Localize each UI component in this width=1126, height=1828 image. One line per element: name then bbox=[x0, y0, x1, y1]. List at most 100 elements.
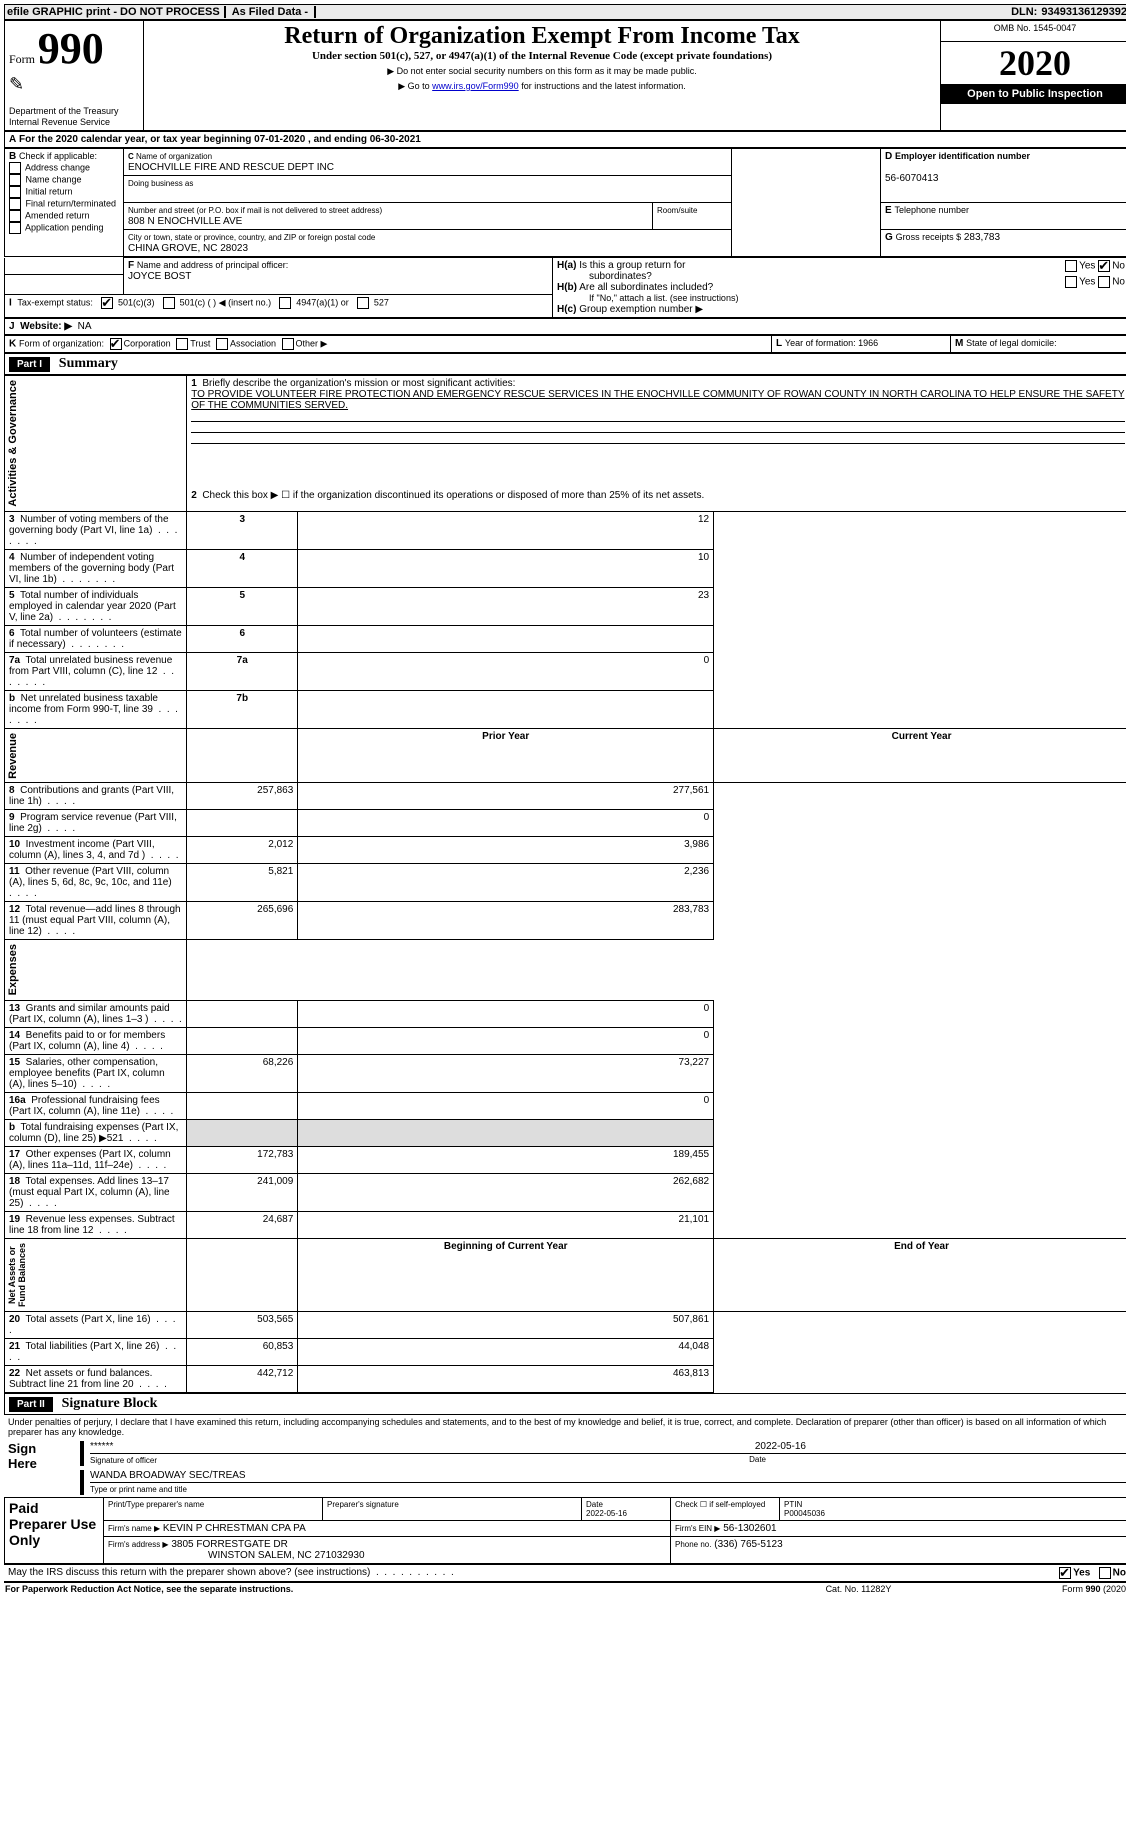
part2-header: Part II Signature Block bbox=[4, 1393, 1126, 1415]
section-ag: Activities & Governance bbox=[5, 376, 21, 511]
rowj-title: Website: ▶ bbox=[20, 321, 72, 332]
firm-addr: 3805 FORRESTGATE DR bbox=[171, 1539, 288, 1550]
form-sub2: ▶ Do not enter social security numbers o… bbox=[148, 66, 936, 77]
label-d: D bbox=[885, 151, 892, 162]
prior-year-hdr: Prior Year bbox=[298, 728, 714, 783]
sig-stars: ****** bbox=[90, 1441, 113, 1452]
firm-city: WINSTON SALEM, NC 271032930 bbox=[208, 1550, 365, 1561]
501c-checkbox[interactable] bbox=[163, 297, 175, 309]
rowA-end: 06-30-2021 bbox=[370, 134, 421, 145]
row-klm: K Form of organization: Corporation Trus… bbox=[4, 335, 1126, 353]
room-label: Room/suite bbox=[657, 206, 697, 215]
dba-label: Doing business as bbox=[128, 179, 193, 188]
form-title: Return of Organization Exempt From Incom… bbox=[148, 23, 936, 50]
money-line: 13 Grants and similar amounts paid (Part… bbox=[5, 1000, 1126, 1027]
527-checkbox[interactable] bbox=[357, 297, 369, 309]
boxb-item: Amended return bbox=[9, 210, 119, 222]
boxb-item: Name change bbox=[9, 174, 119, 186]
label-m: M bbox=[955, 338, 963, 349]
money-line: 14 Benefits paid to or for members (Part… bbox=[5, 1027, 1126, 1054]
form-number: 990 bbox=[38, 24, 104, 73]
money-line: 16a Professional fundraising fees (Part … bbox=[5, 1092, 1126, 1119]
part1-header: Part I Summary bbox=[4, 353, 1126, 375]
opt-other: Other ▶ bbox=[296, 339, 328, 349]
eoy-hdr: End of Year bbox=[714, 1238, 1126, 1311]
rowA-mid: , and ending bbox=[308, 134, 370, 145]
opt-corp: Corporation bbox=[124, 339, 171, 349]
discuss-yes-checkbox[interactable] bbox=[1059, 1567, 1071, 1579]
street-value: 808 N ENOCHVILLE AVE bbox=[128, 216, 242, 227]
name-title-label: Type or print name and title bbox=[90, 1485, 187, 1494]
ha-text: Is this a group return for bbox=[579, 260, 685, 271]
pra-notice: For Paperwork Reduction Act Notice, see … bbox=[4, 1582, 769, 1595]
omb-number: OMB No. 1545-0047 bbox=[941, 21, 1126, 42]
label-g: G bbox=[885, 232, 893, 243]
box-b: B Check if applicable: Address change Na… bbox=[5, 149, 124, 257]
discuss-row: May the IRS discuss this return with the… bbox=[4, 1564, 1126, 1582]
officer-name-title: WANDA BROADWAY SEC/TREAS bbox=[90, 1470, 246, 1481]
boxg-title: Gross receipts $ bbox=[896, 232, 962, 242]
hb-yes-checkbox[interactable] bbox=[1065, 276, 1077, 288]
sig-date: 2022-05-16 bbox=[755, 1441, 806, 1452]
paid-preparer-label: Paid Preparer Use Only bbox=[5, 1497, 104, 1563]
sign-here-block: Sign Here ****** 2022-05-16 Signature of… bbox=[4, 1439, 1126, 1497]
hb-note: If "No," attach a list. (see instruction… bbox=[589, 293, 738, 303]
hdr-date: Date bbox=[586, 1500, 603, 1509]
ag-line: 5 Total number of individuals employed i… bbox=[5, 587, 1126, 625]
topbar: efile GRAPHIC print - DO NOT PROCESS As … bbox=[4, 4, 1126, 20]
ha-yes-checkbox[interactable] bbox=[1065, 260, 1077, 272]
open-to-public: Open to Public Inspection bbox=[941, 84, 1126, 104]
corp-checkbox[interactable] bbox=[110, 338, 122, 350]
money-line: 18 Total expenses. Add lines 13–17 (must… bbox=[5, 1173, 1126, 1211]
ha-no-checkbox[interactable] bbox=[1098, 260, 1110, 272]
discuss-text: May the IRS discuss this return with the… bbox=[8, 1567, 370, 1578]
rowA-begin: 07-01-2020 bbox=[254, 134, 305, 145]
discuss-no: No bbox=[1113, 1567, 1126, 1578]
ag-line: b Net unrelated business taxable income … bbox=[5, 690, 1126, 728]
dln-value: 93493136129392 bbox=[1041, 6, 1126, 18]
ag-line: 6 Total number of volunteers (estimate i… bbox=[5, 625, 1126, 652]
other-checkbox[interactable] bbox=[282, 338, 294, 350]
street-label: Number and street (or P.O. box if mail i… bbox=[128, 206, 382, 215]
irs-link[interactable]: www.irs.gov/Form990 bbox=[432, 81, 519, 91]
l1-text: Briefly describe the organization's miss… bbox=[202, 378, 515, 389]
current-year-hdr: Current Year bbox=[714, 728, 1126, 783]
boxb-item: Final return/terminated bbox=[9, 198, 119, 210]
row-a: A For the 2020 calendar year, or tax yea… bbox=[4, 131, 1126, 148]
ha-text2: subordinates? bbox=[589, 271, 652, 282]
trust-checkbox[interactable] bbox=[176, 338, 188, 350]
assoc-checkbox[interactable] bbox=[216, 338, 228, 350]
form-label: Form bbox=[9, 52, 35, 66]
hb-text: Are all subordinates included? bbox=[579, 282, 713, 293]
website-value: NA bbox=[78, 321, 92, 332]
rowA-pre: For the 2020 calendar year, or tax year … bbox=[19, 134, 254, 145]
opt-assoc: Association bbox=[230, 339, 276, 349]
opt-501c: 501(c) ( ) ◀ (insert no.) bbox=[180, 297, 271, 307]
perjury-declaration: Under penalties of perjury, I declare th… bbox=[4, 1415, 1126, 1439]
ha-no: No bbox=[1112, 261, 1125, 272]
opt-527: 527 bbox=[374, 297, 389, 307]
l1-num: 1 bbox=[191, 378, 197, 389]
part1-label: Part I bbox=[9, 357, 50, 372]
gross-receipts: 283,783 bbox=[964, 232, 1000, 243]
form-sub1: Under section 501(c), 527, or 4947(a)(1)… bbox=[148, 50, 936, 62]
label-l: L bbox=[776, 338, 782, 349]
officer-block: F Name and address of principal officer:… bbox=[4, 257, 1126, 318]
firm-name: KEVIN P CHRESTMAN CPA PA bbox=[163, 1523, 306, 1534]
officer-name: JOYCE BOST bbox=[128, 271, 191, 282]
part2-label: Part II bbox=[9, 1397, 53, 1412]
firm-ein: 56-1302601 bbox=[723, 1523, 776, 1534]
hb-no-checkbox[interactable] bbox=[1098, 276, 1110, 288]
discuss-no-checkbox[interactable] bbox=[1099, 1567, 1111, 1579]
state-domicile: State of legal domicile: bbox=[966, 338, 1057, 348]
label-f: F bbox=[128, 260, 134, 271]
bcy-hdr: Beginning of Current Year bbox=[298, 1238, 714, 1311]
501c3-checkbox[interactable] bbox=[101, 297, 113, 309]
label-a: A bbox=[9, 134, 16, 145]
hdr-check: Check ☐ if self-employed bbox=[671, 1497, 780, 1520]
4947-checkbox[interactable] bbox=[279, 297, 291, 309]
money-line: 22 Net assets or fund balances. Subtract… bbox=[5, 1365, 1126, 1392]
phone-value: (336) 765-5123 bbox=[714, 1539, 782, 1550]
ein-value: 56-6070413 bbox=[885, 173, 938, 184]
money-line: b Total fundraising expenses (Part IX, c… bbox=[5, 1119, 1126, 1146]
